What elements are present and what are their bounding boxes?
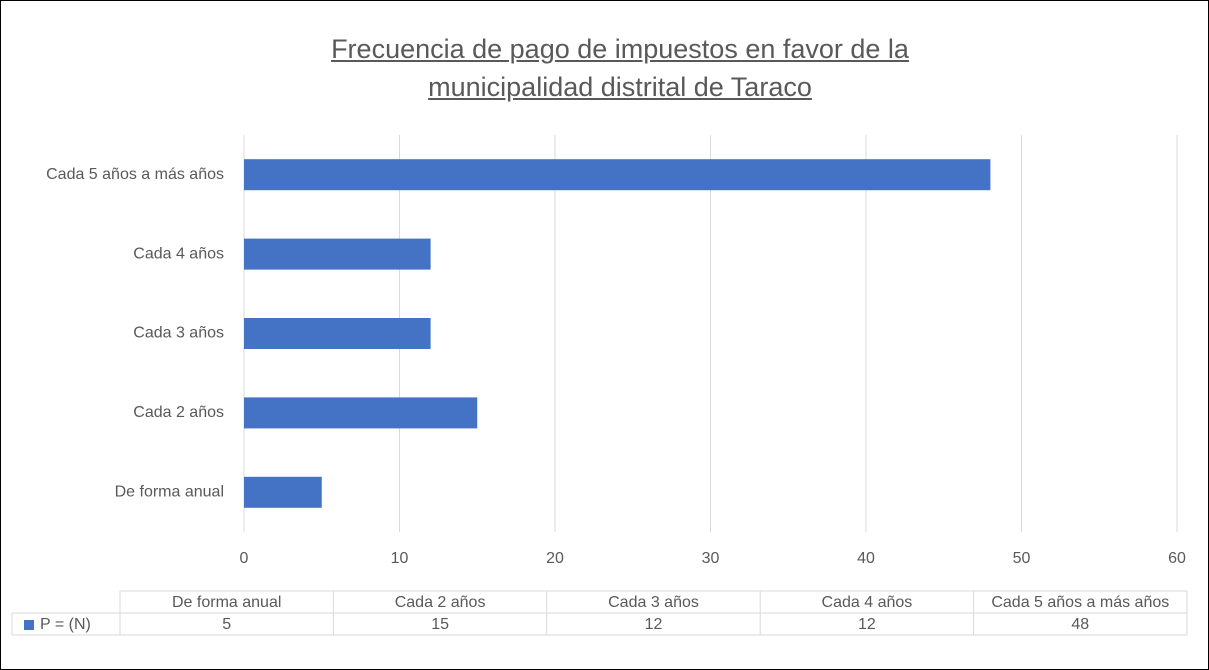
table-value: 48 [1071,616,1089,633]
table-header: Cada 3 años [608,594,699,611]
y-tick-label: Cada 4 años [133,245,224,262]
x-tick-label: 0 [240,550,249,567]
table-header: Cada 2 años [395,594,486,611]
x-tick-label: 10 [391,550,409,567]
table-header: Cada 5 años a más años [991,594,1169,611]
table-value: 15 [431,616,449,633]
bar [244,318,431,349]
table-value: 12 [858,616,876,633]
bar [244,159,991,191]
table-header: De forma anual [172,594,281,611]
bar [244,476,322,508]
y-tick-label: Cada 3 años [133,325,224,342]
x-tick-label: 40 [857,550,875,567]
x-tick-label: 60 [1168,550,1186,567]
bar [244,397,478,429]
chart-title: Frecuencia de pago de impuestos en favor… [331,34,909,102]
table-value: 5 [222,616,231,633]
x-tick-label: 50 [1013,550,1031,567]
bar [244,238,431,270]
y-tick-label: Cada 2 años [133,404,224,421]
legend-swatch [24,620,34,630]
table-value: 12 [645,616,663,633]
y-tick-label: Cada 5 años a más años [46,166,224,183]
y-tick-label: De forma anual [115,484,224,501]
x-tick-label: 30 [702,550,720,567]
table-header: Cada 4 años [822,594,913,611]
x-tick-label: 20 [546,550,564,567]
legend-label: P = (N) [40,616,91,633]
